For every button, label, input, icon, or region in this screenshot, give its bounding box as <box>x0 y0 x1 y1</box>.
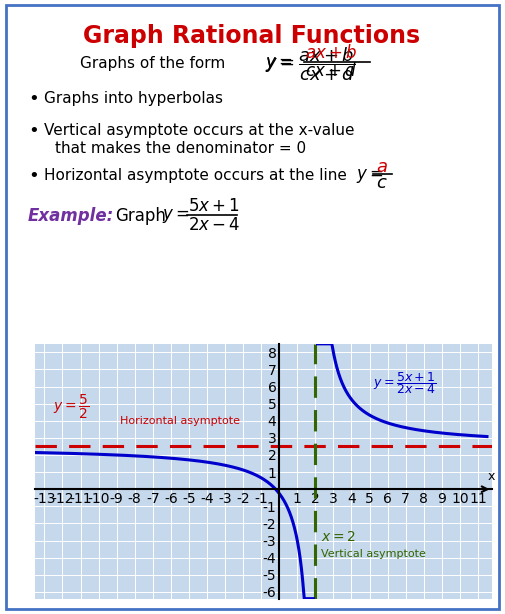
Text: $2x-4$: $2x-4$ <box>188 216 240 234</box>
Text: that makes the denominator = 0: that makes the denominator = 0 <box>55 141 306 157</box>
Text: $y=\dfrac{5x+1}{2x-4}$: $y=\dfrac{5x+1}{2x-4}$ <box>373 370 437 396</box>
Text: $\mathit{c}$: $\mathit{c}$ <box>376 174 388 192</box>
Text: $y=\dfrac{5}{2}$: $y=\dfrac{5}{2}$ <box>54 393 90 421</box>
Text: $y=$: $y=$ <box>162 207 189 225</box>
Text: Vertical asymptote: Vertical asymptote <box>321 549 426 559</box>
Text: •: • <box>28 167 39 185</box>
Text: $5x+1$: $5x+1$ <box>188 197 240 215</box>
Text: Horizontal asymptote: Horizontal asymptote <box>120 416 240 426</box>
Text: $y=\dfrac{ax+b}{cx+d}$: $y=\dfrac{ax+b}{cx+d}$ <box>265 45 356 83</box>
Text: Vertical asymptote occurs at the x-value: Vertical asymptote occurs at the x-value <box>44 123 355 138</box>
Text: $x=2$: $x=2$ <box>321 530 356 544</box>
Text: $\mathit{cx}+d$: $\mathit{cx}+d$ <box>305 62 357 80</box>
Text: $\mathit{ax}+b$: $\mathit{ax}+b$ <box>305 44 357 62</box>
Text: •: • <box>28 90 39 108</box>
Text: Example:: Example: <box>28 207 114 225</box>
Text: x: x <box>488 470 495 483</box>
Text: Horizontal asymptote occurs at the line: Horizontal asymptote occurs at the line <box>44 168 347 184</box>
Text: $\mathit{a}$: $\mathit{a}$ <box>376 158 388 176</box>
Text: Graphs into hyperbolas: Graphs into hyperbolas <box>44 91 223 106</box>
Text: $y=$: $y=$ <box>265 55 292 73</box>
Text: $y=$: $y=$ <box>356 167 384 185</box>
Text: Graph: Graph <box>115 207 166 225</box>
Text: Graph Rational Functions: Graph Rational Functions <box>83 24 421 48</box>
Text: Graphs of the form: Graphs of the form <box>80 56 225 71</box>
Text: •: • <box>28 122 39 140</box>
